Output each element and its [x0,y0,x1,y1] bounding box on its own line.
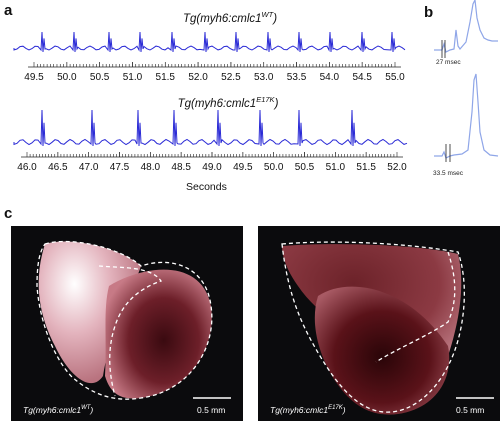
tick-label: 52.0 [188,72,208,83]
caption-e17k-sup: E17K [328,405,343,412]
trace-bottom-title-end: ) [274,97,279,110]
trace-bottom-title-main: Tg(myh6:cmlc1 [177,97,257,110]
trace-top-title-main: Tg(myh6:cmlc1 [182,12,262,25]
caption-wt-end: ) [90,405,94,415]
panel-a-label: a [4,2,13,19]
ecg-trace-top [13,31,406,68]
panel-b-label: b [424,4,434,21]
caption-wt-sup: WT [81,405,91,412]
tick-label: 50.0 [263,162,284,173]
tick-label: 54.5 [352,72,372,83]
caption-e17k-end: ) [342,405,346,415]
tick-label: 51.0 [325,162,346,173]
trace-bottom-title: Tg(myh6:cmlc1E17K) [153,95,303,110]
tick-label: 47.5 [109,162,130,173]
heart-wt-ventricle [105,269,212,399]
tick-label: 47.0 [78,162,99,173]
heart-e17k-ventricle [314,286,450,415]
tick-label: 53.5 [286,72,307,83]
heart-wt-illustration [36,240,231,400]
tick-label: 49.0 [202,162,222,173]
caption-e17k: Tg(myh6:cmlc1E17K) [270,405,346,415]
caption-e17k-main: Tg(myh6:cmlc1 [270,405,329,415]
tick-label: 52.0 [387,162,407,173]
ecg-trace-top-line [13,31,406,53]
trace-top-title: Tg(myh6:cmlc1WT) [160,10,300,25]
heart-wt-outline [36,240,213,400]
zoom-top-interval: 27 msec [436,59,461,66]
heart-e17k-outline [281,241,465,413]
ecg-trace-bottom-line [13,109,408,147]
tick-label: 48.5 [171,162,191,173]
caption-wt: Tg(myh6:cmlc1WT) [23,405,93,415]
ecg-trace-bottom [13,109,408,158]
heart-photo-wt: Tg(myh6:cmlc1WT) 0.5 mm [11,226,243,421]
tick-label: 49.5 [24,72,44,83]
scale-label-e17k: 0.5 mm [456,405,485,415]
tick-label: 55.0 [385,72,405,83]
axis-bottom-ticks [21,152,403,158]
tick-label: 50.5 [294,162,315,173]
tick-label: 48.0 [140,162,161,173]
trace-top-title-end: ) [273,12,278,25]
heart-photo-e17k: Tg(myh6:cmlc1E17K) 0.5 mm [258,226,500,421]
heart-wt-inner-outline [98,265,163,397]
zoom-trace-bottom [434,73,499,162]
zoom-trace-top-line [434,0,498,53]
heart-e17k-illustration [281,241,494,415]
tick-label: 46.5 [48,162,68,173]
axis-top-labels: 49.5 50.0 50.5 51.0 51.5 52.0 52.5 53.0 53.5 54.0… [10,72,410,86]
tick-label: 52.5 [221,72,241,83]
scale-label-wt: 0.5 mm [197,405,226,415]
zoom-bottom-interval: 33.5 msec [433,170,463,177]
heart-wt-atrium [38,241,142,384]
zoom-trace-top [434,0,498,58]
tick-label: 46.0 [17,162,37,173]
tick-label: 54.0 [319,72,340,83]
axis-top-ticks [28,62,401,68]
heart-e17k-inner-outline [375,251,456,363]
zoom-trace-bottom-line [434,73,499,159]
x-axis-title: Seconds [186,181,227,193]
tick-label: 51.5 [356,162,376,173]
caption-wt-main: Tg(myh6:cmlc1 [23,405,82,415]
tick-label: 49.5 [233,162,253,173]
tick-label: 51.0 [122,72,143,83]
tick-label: 51.5 [155,72,175,83]
trace-bottom-title-sup: E17K [256,95,275,104]
axis-bottom-labels: 46.0 46.5 47.0 47.5 48.0 48.5 49.0 49.5 50.0 50.5… [10,162,410,176]
tick-label: 53.0 [253,72,274,83]
panel-c-label: c [4,205,13,222]
tick-label: 50.0 [57,72,77,83]
trace-top-title-sup: WT [261,10,274,19]
tick-label: 50.5 [89,72,110,83]
